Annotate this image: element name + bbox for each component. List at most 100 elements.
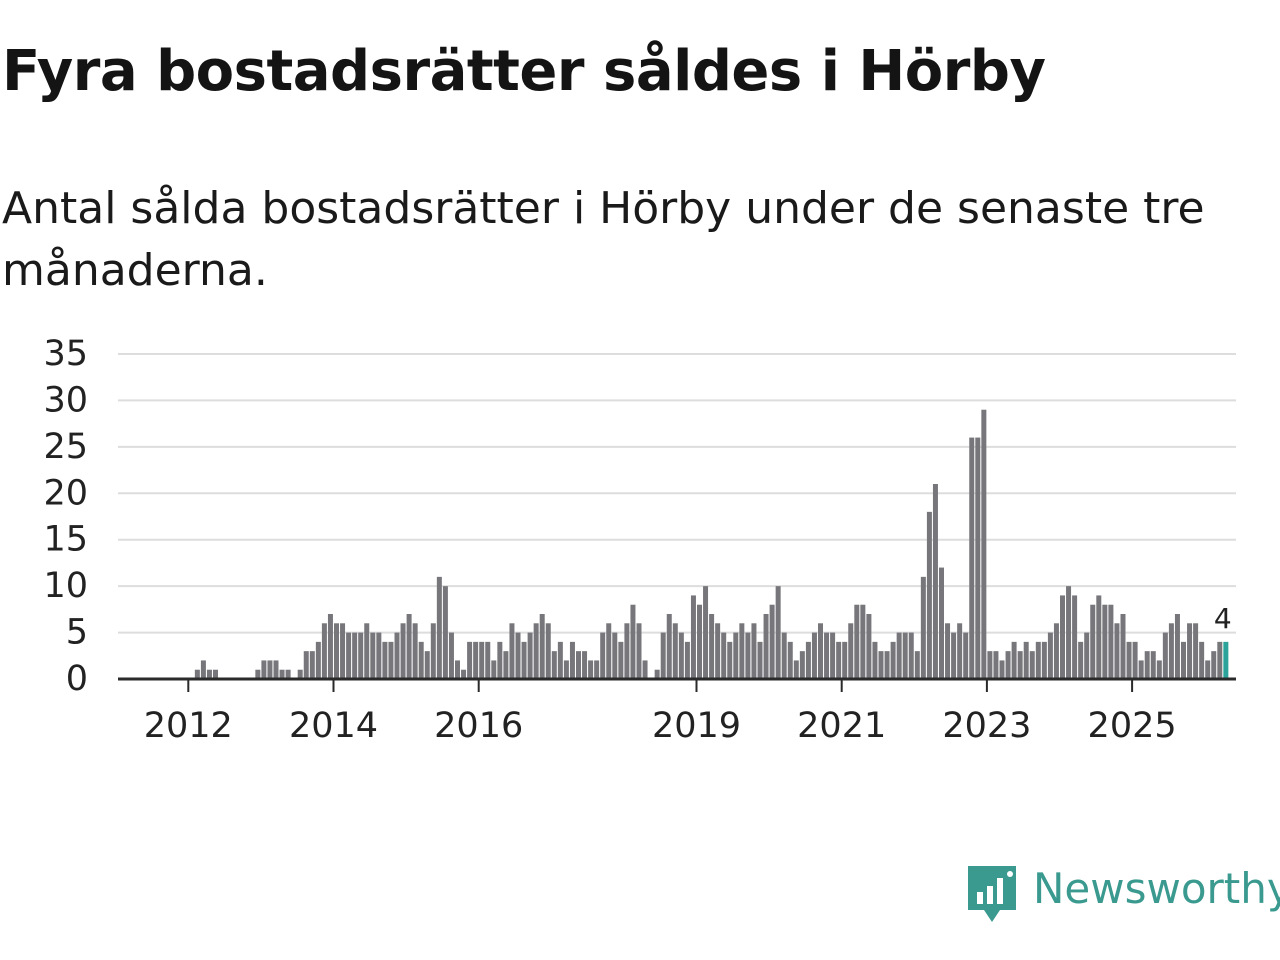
bar xyxy=(594,660,600,679)
bar xyxy=(957,623,963,679)
bar xyxy=(672,623,678,679)
bar xyxy=(461,669,467,679)
y-tick-label: 15 xyxy=(43,520,88,560)
bar xyxy=(993,651,999,679)
chart-title: Fyra bostadsrätter såldes i Hörby xyxy=(2,39,1046,104)
bar xyxy=(412,623,418,679)
bar xyxy=(842,641,848,679)
bar xyxy=(1211,651,1217,679)
bar xyxy=(358,632,364,679)
bar xyxy=(860,604,866,679)
bar xyxy=(660,632,666,679)
bar xyxy=(969,437,975,679)
x-tick-label: 2016 xyxy=(434,706,523,746)
bar xyxy=(642,660,648,679)
bar xyxy=(1126,641,1132,679)
bar xyxy=(430,623,436,679)
bar xyxy=(273,660,279,679)
bar xyxy=(697,604,702,679)
bar xyxy=(805,641,811,679)
bar xyxy=(1199,641,1205,679)
bar xyxy=(515,632,521,679)
bar xyxy=(678,632,684,679)
bar xyxy=(442,586,448,679)
bar xyxy=(582,651,588,679)
bar xyxy=(945,623,951,679)
bar xyxy=(503,651,509,679)
bar xyxy=(321,623,327,679)
bar xyxy=(866,614,872,679)
bar xyxy=(830,632,836,679)
bar xyxy=(690,595,696,679)
bar xyxy=(751,623,757,679)
bar-current xyxy=(1223,641,1229,679)
bar xyxy=(612,632,618,679)
bar xyxy=(624,623,630,679)
bar xyxy=(709,614,715,679)
bar xyxy=(1108,604,1114,679)
bar xyxy=(1174,614,1180,679)
bar xyxy=(261,660,267,679)
bar xyxy=(1187,623,1193,679)
bar xyxy=(509,623,515,679)
bar xyxy=(539,614,545,679)
y-tick-label: 30 xyxy=(43,380,88,420)
bar xyxy=(418,641,424,679)
bar xyxy=(1017,651,1023,679)
bar xyxy=(630,604,636,679)
bar xyxy=(1181,641,1186,679)
bar xyxy=(1041,641,1047,679)
bar xyxy=(1060,595,1065,679)
bar xyxy=(285,669,291,679)
bar xyxy=(981,409,987,679)
bar xyxy=(636,623,642,679)
bar xyxy=(533,623,539,679)
bar xyxy=(521,641,527,679)
bar xyxy=(563,660,569,679)
bar xyxy=(799,651,805,679)
bar xyxy=(406,614,412,679)
bar xyxy=(1120,614,1126,679)
bar xyxy=(527,632,533,679)
bar xyxy=(811,632,817,679)
bar xyxy=(569,641,575,679)
bar xyxy=(194,669,200,679)
bar xyxy=(902,632,908,679)
bar xyxy=(727,641,733,679)
bar xyxy=(279,669,285,679)
bar xyxy=(1035,641,1041,679)
chart-subtitle: Antal sålda bostadsrätter i Hörby under … xyxy=(2,183,1205,296)
bar xyxy=(1132,641,1138,679)
bar xyxy=(436,576,442,679)
bar xyxy=(1150,651,1156,679)
y-tick-label: 0 xyxy=(66,659,88,699)
bar xyxy=(848,623,854,679)
bar xyxy=(1144,651,1150,679)
bar xyxy=(1168,623,1174,679)
newsworthy-logo-text: Newsworthy xyxy=(1033,864,1280,913)
bar xyxy=(346,632,352,679)
bar xyxy=(606,623,612,679)
bar xyxy=(364,623,370,679)
bar xyxy=(551,651,557,679)
bar xyxy=(1005,651,1011,679)
bar xyxy=(255,669,261,679)
bar xyxy=(340,623,346,679)
bar xyxy=(890,641,896,679)
bar xyxy=(394,632,400,679)
bar xyxy=(684,641,690,679)
bar xyxy=(872,641,878,679)
bar xyxy=(382,641,388,679)
gridlines xyxy=(118,353,1236,634)
bar xyxy=(297,669,303,679)
bar xyxy=(975,437,981,679)
y-tick-label: 25 xyxy=(43,427,88,467)
bar xyxy=(854,604,860,679)
bar xyxy=(920,576,926,679)
x-axis-ticks: 2012 2014 2016 2019 2021 2023 2025 xyxy=(144,679,1177,746)
bar xyxy=(757,641,763,679)
bar xyxy=(424,651,430,679)
bar xyxy=(334,623,339,679)
bar xyxy=(739,623,745,679)
bar xyxy=(1066,586,1072,679)
